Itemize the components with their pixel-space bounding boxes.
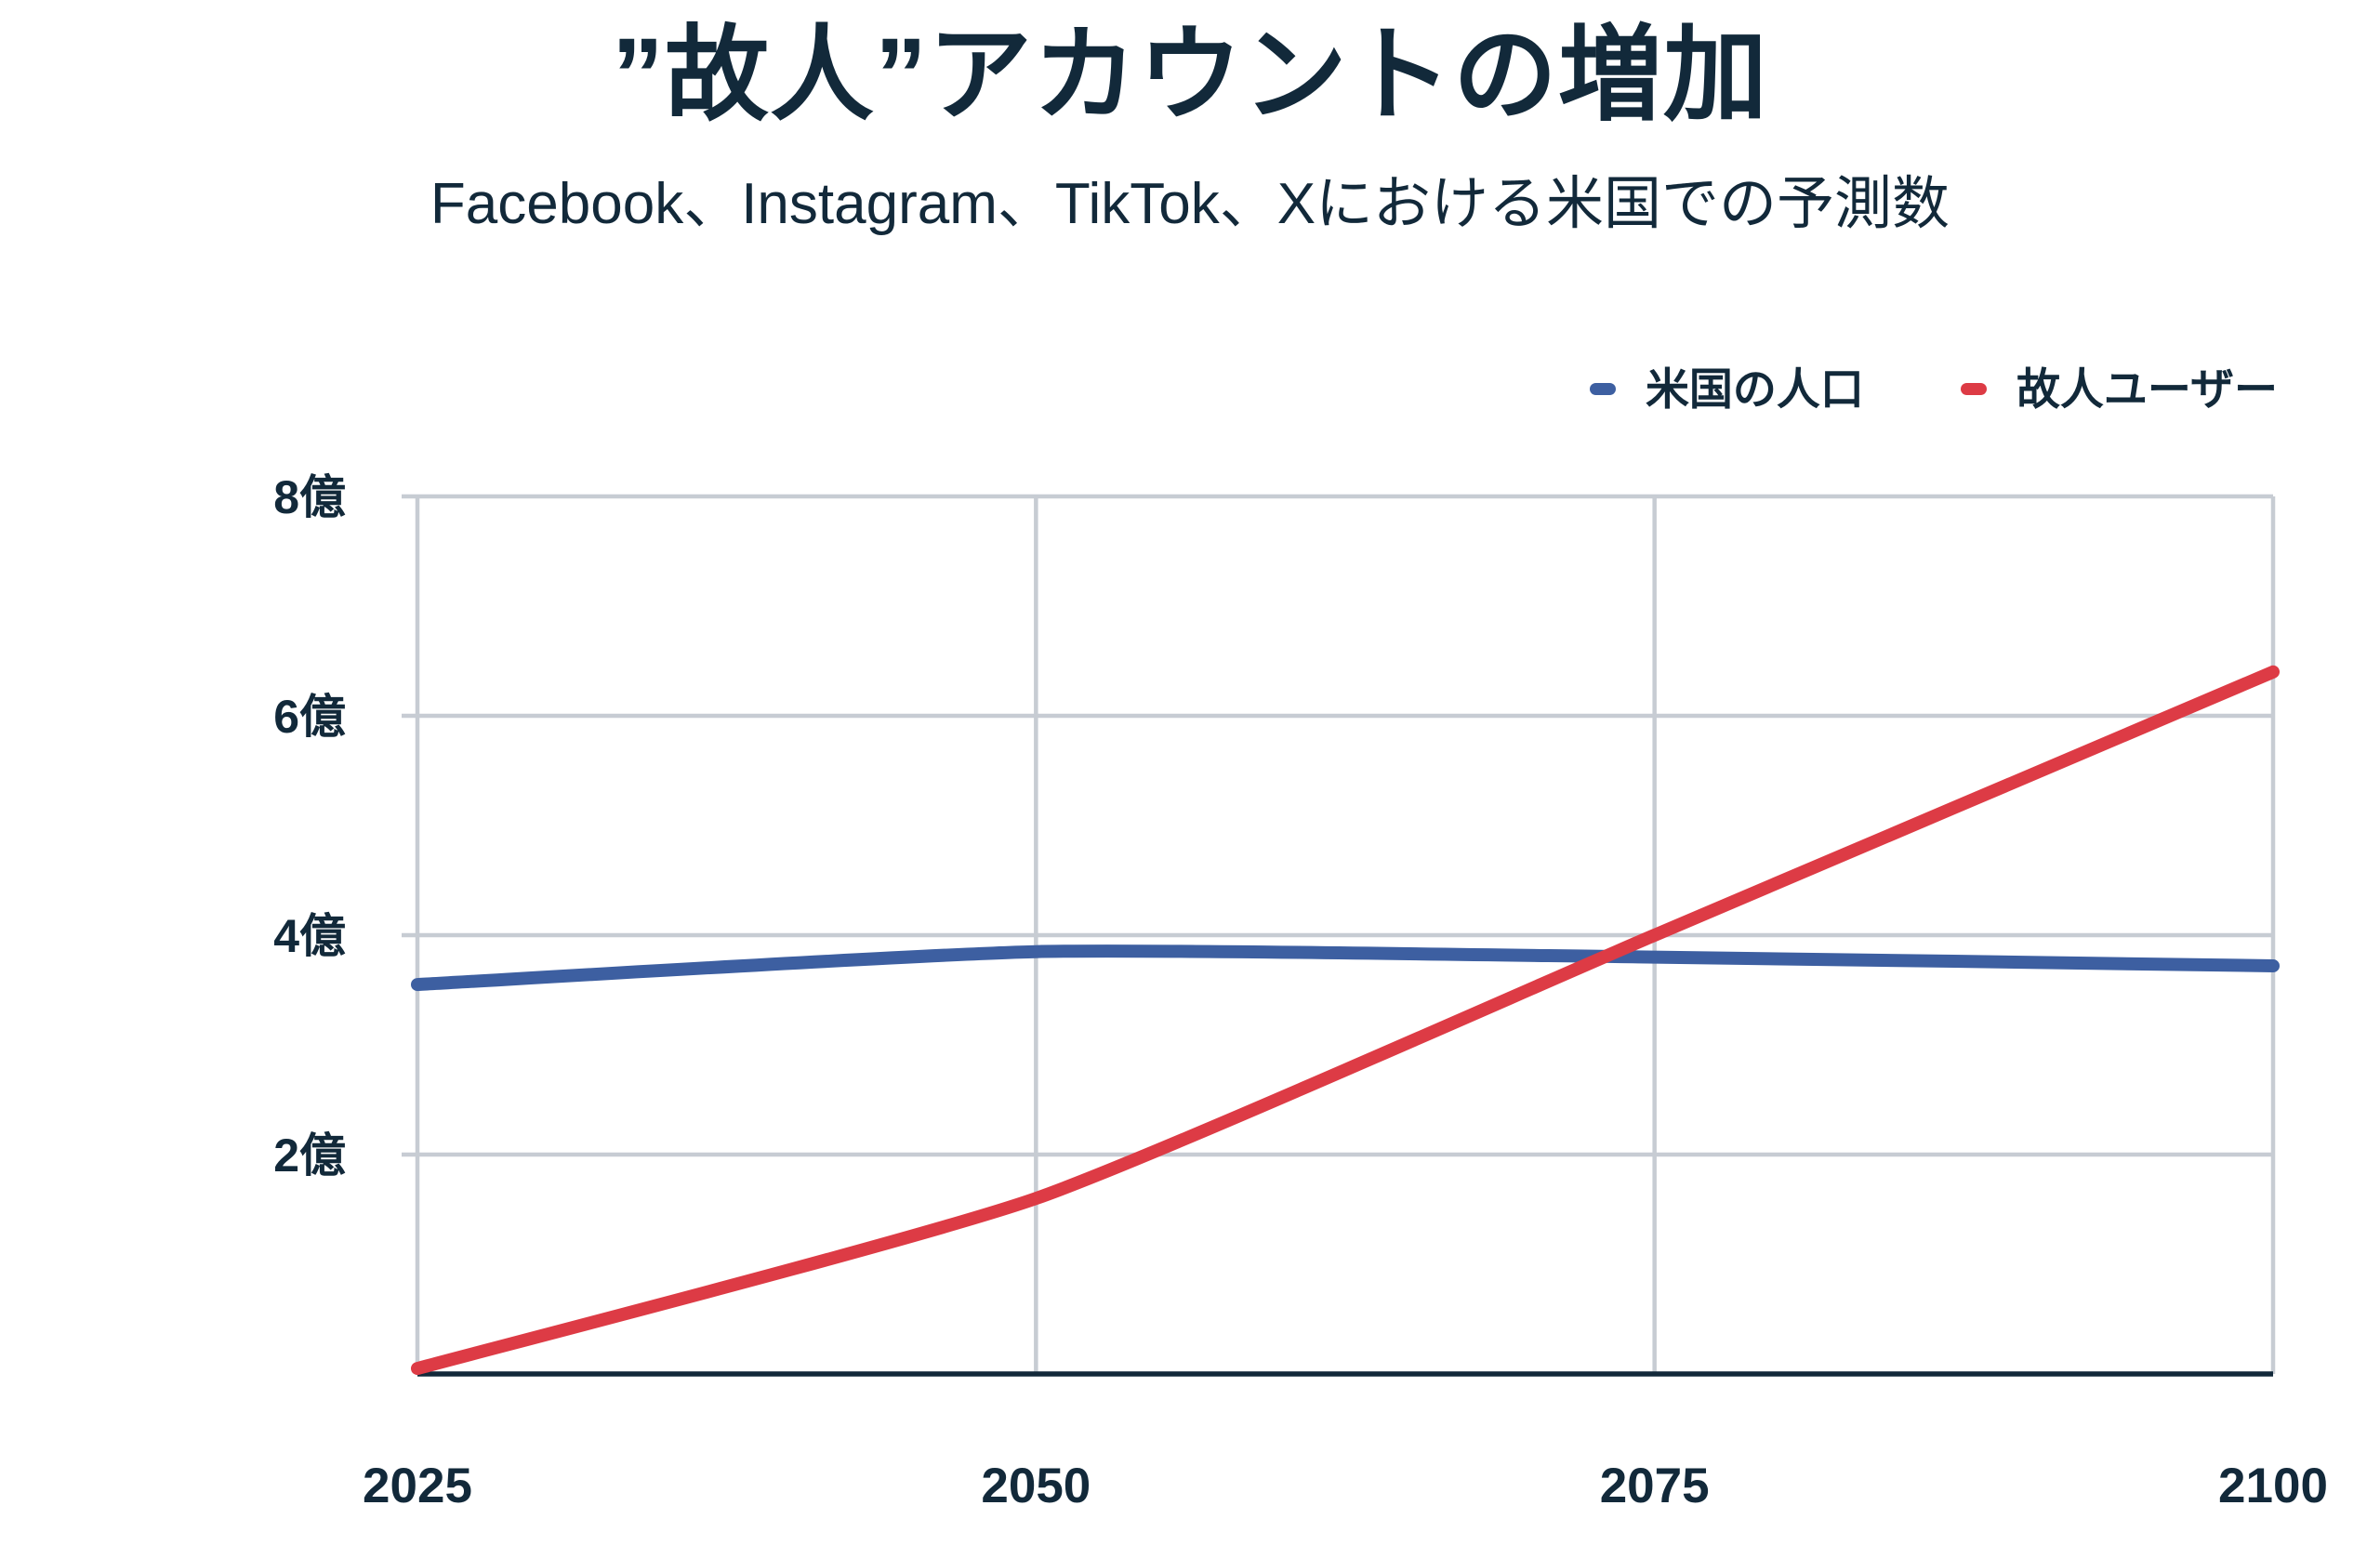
chart-title: ”故人”アカウントの増加 <box>612 17 1768 133</box>
x-tick-label-2100: 2100 <box>2218 1459 2328 1513</box>
x-tick-label-2050: 2050 <box>981 1459 1091 1513</box>
y-tick-label-4: 4億 <box>273 910 346 962</box>
x-tick-label-2075: 2075 <box>1600 1459 1710 1513</box>
y-tick-label-2: 2億 <box>273 1129 346 1182</box>
legend-marker-deceased-users <box>1960 382 1987 395</box>
y-tick-label-6: 6億 <box>273 691 346 743</box>
legend-item-us-population: 米国の人口 <box>1589 363 1864 414</box>
legend-label-deceased-users: 故人ユーザー <box>2016 363 2278 414</box>
legend-marker-us-population <box>1589 382 1616 395</box>
legend: 米国の人口 故人ユーザー <box>1589 363 2278 415</box>
x-tick-label-2025: 2025 <box>363 1459 472 1513</box>
series-line-deceased-users <box>411 665 2280 1376</box>
legend-item-deceased-users: 故人ユーザー <box>1960 363 2278 414</box>
chart-subtitle: Facebook、Instagram、TikTok、Xにおける米国での予測数 <box>430 172 1950 236</box>
legend-label-us-population: 米国の人口 <box>1645 363 1864 414</box>
y-tick-label-8: 8億 <box>273 471 346 523</box>
series-line-us-population <box>411 944 2280 992</box>
